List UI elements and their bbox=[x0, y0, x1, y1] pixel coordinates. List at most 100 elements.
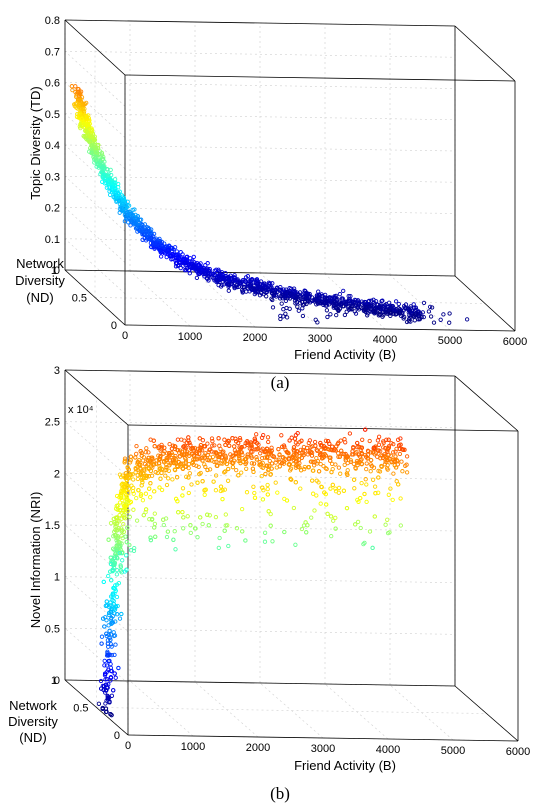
data-point bbox=[294, 463, 299, 468]
data-point bbox=[164, 534, 170, 540]
data-point bbox=[269, 461, 275, 466]
data-point bbox=[224, 461, 230, 467]
data-point bbox=[75, 97, 81, 102]
data-point bbox=[116, 198, 122, 204]
data-point bbox=[221, 449, 226, 454]
data-point bbox=[251, 469, 256, 475]
data-point bbox=[356, 302, 362, 307]
data-point bbox=[281, 314, 286, 319]
data-point bbox=[260, 497, 266, 502]
grid-line bbox=[64, 628, 456, 635]
data-point bbox=[138, 228, 143, 233]
data-point bbox=[388, 486, 393, 491]
data-point bbox=[98, 678, 104, 684]
data-point bbox=[306, 298, 311, 304]
data-point bbox=[77, 89, 82, 94]
data-point bbox=[376, 490, 381, 495]
data-point bbox=[318, 461, 323, 467]
data-point bbox=[131, 491, 136, 496]
data-point bbox=[293, 542, 298, 547]
data-point bbox=[109, 578, 114, 583]
data-point bbox=[269, 466, 274, 471]
data-point bbox=[330, 482, 335, 488]
data-point bbox=[265, 454, 270, 459]
data-point bbox=[205, 441, 210, 446]
data-point bbox=[172, 446, 178, 452]
data-point bbox=[114, 548, 119, 553]
data-point bbox=[327, 441, 332, 446]
x-tick-label: 2000 bbox=[246, 742, 270, 754]
data-point bbox=[108, 520, 114, 526]
data-point bbox=[105, 641, 111, 646]
data-point bbox=[273, 480, 278, 485]
data-point bbox=[237, 435, 243, 441]
data-point bbox=[275, 490, 280, 495]
data-point bbox=[329, 469, 334, 475]
data-point bbox=[191, 266, 197, 271]
data-point bbox=[202, 443, 207, 449]
data-point bbox=[196, 464, 201, 470]
data-point bbox=[183, 457, 189, 462]
data-point bbox=[252, 283, 257, 288]
data-point bbox=[382, 302, 388, 308]
data-point bbox=[222, 437, 227, 442]
data-point bbox=[297, 453, 302, 459]
data-point bbox=[128, 223, 133, 228]
data-point bbox=[102, 176, 108, 182]
data-point bbox=[104, 663, 110, 668]
grid-line bbox=[64, 82, 456, 89]
data-point bbox=[239, 445, 244, 450]
data-point bbox=[194, 450, 199, 455]
data-point bbox=[216, 457, 221, 462]
data-point bbox=[117, 616, 123, 621]
data-point bbox=[372, 514, 377, 519]
data-point bbox=[364, 482, 369, 487]
data-point bbox=[152, 511, 157, 516]
box-edge bbox=[454, 685, 519, 742]
data-point bbox=[102, 663, 107, 668]
data-point bbox=[73, 89, 78, 95]
data-point bbox=[104, 599, 109, 604]
data-point bbox=[79, 102, 84, 107]
data-point bbox=[330, 301, 335, 306]
data-point bbox=[159, 242, 165, 247]
data-point bbox=[328, 486, 333, 491]
data-point bbox=[112, 177, 118, 182]
data-point bbox=[85, 129, 90, 135]
data-point bbox=[109, 712, 114, 718]
data-point bbox=[339, 448, 344, 453]
data-point bbox=[176, 510, 181, 515]
data-point bbox=[188, 443, 193, 448]
data-point bbox=[398, 523, 403, 528]
data-point bbox=[128, 458, 133, 463]
data-point bbox=[100, 706, 105, 712]
x-tick-label: 5000 bbox=[441, 745, 465, 757]
data-point bbox=[136, 220, 141, 225]
data-point bbox=[236, 453, 242, 458]
data-point bbox=[389, 441, 394, 446]
data-point bbox=[81, 109, 87, 114]
data-point bbox=[101, 579, 106, 585]
data-point bbox=[114, 515, 119, 521]
data-point bbox=[112, 520, 117, 525]
data-point bbox=[123, 534, 128, 539]
z-tick-label: 1 bbox=[54, 572, 60, 584]
data-point bbox=[259, 448, 264, 453]
data-point bbox=[200, 521, 205, 527]
grid-line bbox=[64, 176, 126, 232]
data-point bbox=[227, 443, 232, 448]
data-point bbox=[175, 499, 180, 504]
data-point bbox=[220, 461, 225, 466]
grid-line bbox=[96, 707, 487, 714]
grid-line bbox=[64, 238, 126, 294]
data-point bbox=[214, 463, 220, 468]
data-point bbox=[252, 495, 258, 500]
data-point bbox=[355, 519, 361, 525]
data-point bbox=[163, 244, 169, 249]
data-point bbox=[231, 460, 236, 465]
data-point bbox=[121, 515, 127, 520]
data-point bbox=[393, 309, 398, 314]
data-point bbox=[265, 287, 271, 293]
data-point bbox=[277, 464, 282, 469]
y-tick-label: 0.5 bbox=[72, 293, 87, 305]
